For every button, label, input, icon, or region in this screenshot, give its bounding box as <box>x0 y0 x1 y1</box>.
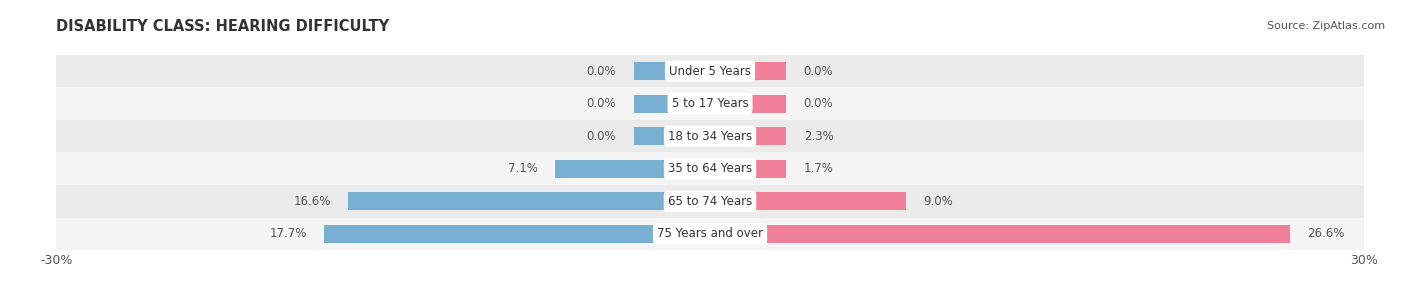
Text: 5 to 17 Years: 5 to 17 Years <box>672 97 748 110</box>
Bar <box>634 95 710 113</box>
Bar <box>710 225 1289 243</box>
Bar <box>710 160 786 178</box>
Text: 17.7%: 17.7% <box>270 227 307 240</box>
Text: 9.0%: 9.0% <box>924 195 953 208</box>
Text: DISABILITY CLASS: HEARING DIFFICULTY: DISABILITY CLASS: HEARING DIFFICULTY <box>56 19 389 34</box>
Text: 2.3%: 2.3% <box>804 130 834 143</box>
Bar <box>56 152 1364 185</box>
Bar <box>710 192 905 210</box>
Bar <box>634 127 710 145</box>
Text: Under 5 Years: Under 5 Years <box>669 65 751 78</box>
Bar <box>555 160 710 178</box>
Bar <box>56 185 1364 217</box>
Bar <box>349 192 710 210</box>
Text: 1.7%: 1.7% <box>804 162 834 175</box>
Text: 0.0%: 0.0% <box>804 97 834 110</box>
Text: 35 to 64 Years: 35 to 64 Years <box>668 162 752 175</box>
Bar <box>56 88 1364 120</box>
Bar <box>56 55 1364 88</box>
Text: 0.0%: 0.0% <box>586 65 616 78</box>
Text: 18 to 34 Years: 18 to 34 Years <box>668 130 752 143</box>
Text: 16.6%: 16.6% <box>294 195 330 208</box>
Bar <box>710 62 786 80</box>
Text: 65 to 74 Years: 65 to 74 Years <box>668 195 752 208</box>
Text: Source: ZipAtlas.com: Source: ZipAtlas.com <box>1267 21 1385 31</box>
Text: 0.0%: 0.0% <box>586 130 616 143</box>
Bar <box>56 217 1364 250</box>
Text: 0.0%: 0.0% <box>586 97 616 110</box>
Bar <box>56 120 1364 152</box>
Bar <box>634 62 710 80</box>
Bar <box>325 225 710 243</box>
Text: 26.6%: 26.6% <box>1308 227 1344 240</box>
Text: 0.0%: 0.0% <box>804 65 834 78</box>
Text: 7.1%: 7.1% <box>508 162 538 175</box>
Bar <box>710 95 786 113</box>
Bar <box>710 127 786 145</box>
Text: 75 Years and over: 75 Years and over <box>657 227 763 240</box>
